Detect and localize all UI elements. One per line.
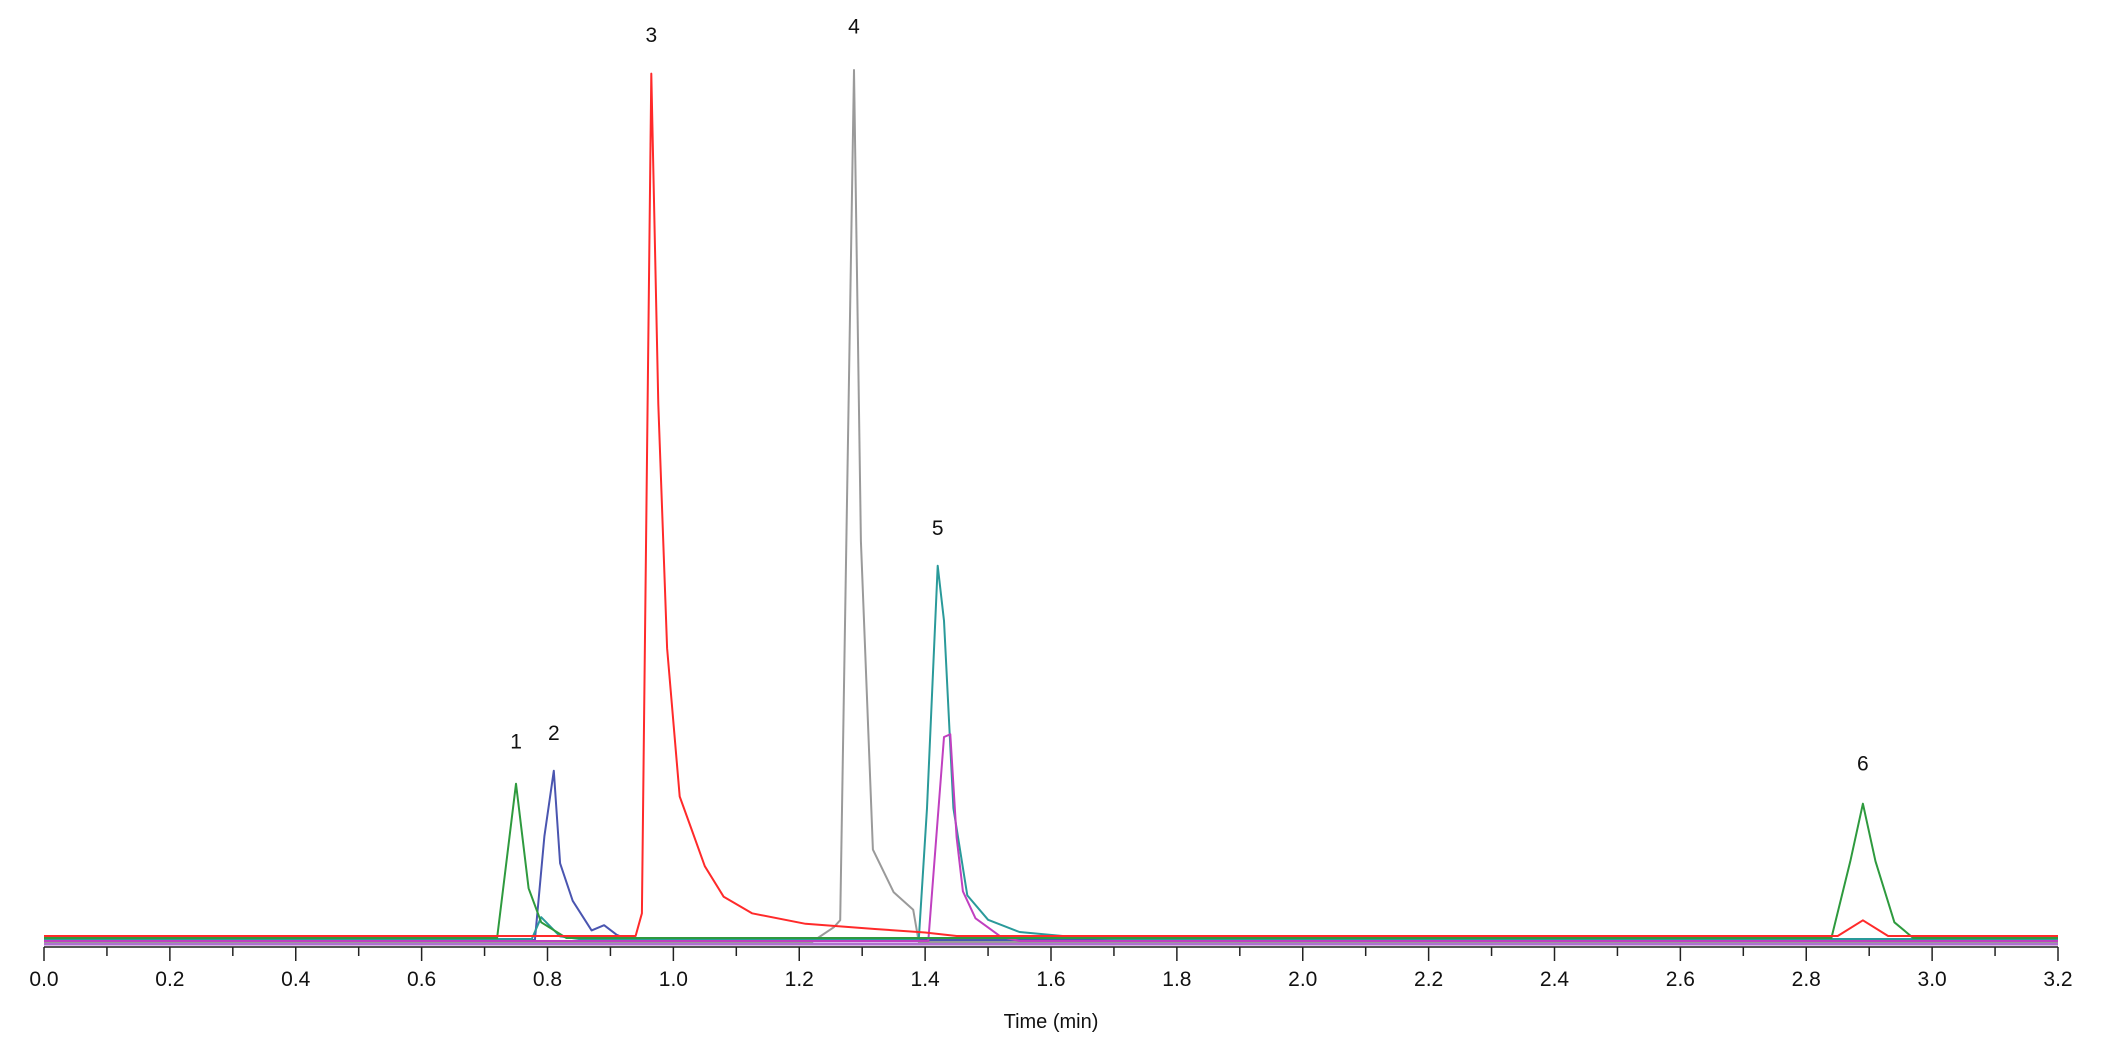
x-tick-label: 2.2: [1414, 968, 1443, 991]
x-tick-label: 2.0: [1288, 968, 1317, 991]
peak-labels: 1 2 3 4 5 6: [510, 15, 1869, 775]
series-line-2: [44, 564, 2058, 940]
x-axis-ticks: 0.0 0.2 0.4 0.6 0.8 1.0 1.2 1.4 1.6 1.8 2.0 2.2 2.4 2…: [29, 947, 2073, 991]
x-tick-label: 1.6: [1036, 968, 1065, 991]
peak-label-3: 3: [646, 24, 658, 47]
x-tick-label: 2.8: [1792, 968, 1821, 991]
x-tick-label: 0.0: [29, 968, 58, 991]
peak-label-5: 5: [932, 517, 944, 540]
x-tick-label: 0.2: [155, 968, 184, 991]
peak-label-4: 4: [848, 15, 860, 38]
x-tick-label: 1.4: [911, 968, 941, 991]
x-tick-label: 3.0: [1918, 968, 1947, 991]
series-line-4: [44, 782, 2058, 939]
x-tick-label: 1.8: [1162, 968, 1191, 991]
series-line-1: [44, 769, 2058, 941]
x-tick-label: 1.2: [785, 968, 814, 991]
x-tick-label: 2.6: [1666, 968, 1695, 991]
peak-label-6: 6: [1857, 752, 1869, 775]
x-tick-label: 3.2: [2043, 968, 2072, 991]
x-tick-label: 0.8: [533, 968, 562, 991]
traces: [44, 69, 2058, 943]
x-tick-label: 0.4: [281, 968, 311, 991]
peak-label-2: 2: [548, 722, 560, 745]
x-tick-label: 1.0: [659, 968, 688, 991]
series-line-5: [44, 72, 2058, 937]
series-line-3: [44, 733, 2058, 942]
x-axis-title: Time (min): [1004, 1011, 1099, 1033]
series-line-0: [44, 69, 2058, 943]
peak-label-1: 1: [510, 731, 522, 754]
x-tick-label: 2.4: [1540, 968, 1570, 991]
x-tick-label: 0.6: [407, 968, 436, 991]
